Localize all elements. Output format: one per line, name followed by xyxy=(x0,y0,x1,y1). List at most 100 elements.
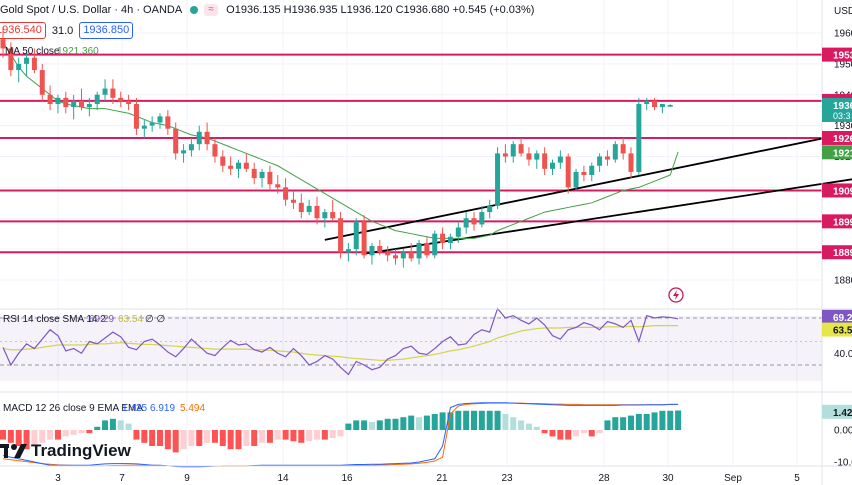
macd-hist-bar-58 xyxy=(455,410,462,430)
macd-hist-bar-54 xyxy=(423,415,430,430)
candle-body-80 xyxy=(628,153,634,172)
macd-hist-bar-25 xyxy=(196,430,203,446)
candle-body-36 xyxy=(283,187,289,200)
price-tag-countdown: 03:3 xyxy=(833,111,851,121)
candle-body-44 xyxy=(345,249,351,253)
macd-hist-bar-74 xyxy=(580,430,587,434)
level-tag-bg-1953 xyxy=(822,47,852,62)
candle-body-71 xyxy=(557,156,563,163)
tradingview-logo[interactable]: TradingView xyxy=(0,438,131,464)
macd-hist-bar-77 xyxy=(604,420,611,430)
candle-body-69 xyxy=(542,153,548,169)
macd-hist-bar-4 xyxy=(31,430,38,446)
candle-body-2 xyxy=(16,63,22,71)
macd-legend-title[interactable]: MACD 12 26 close 9 EMA EMA xyxy=(3,403,143,414)
macd-hist-bar-78 xyxy=(612,417,619,430)
sell-button[interactable]: 1936.540 xyxy=(0,22,46,39)
macd-hist-bar-37 xyxy=(290,430,297,442)
candle-body-65 xyxy=(510,144,516,157)
macd-hist-bar-56 xyxy=(439,412,446,430)
symbol-title[interactable]: Gold Spot / U.S. Dollar · 4h · OANDA xyxy=(0,4,183,16)
macd-hist-bar-39 xyxy=(306,430,313,442)
currency-label[interactable]: USD xyxy=(834,6,852,17)
sma-line xyxy=(2,41,679,239)
level-tag-1953: 1953 xyxy=(833,51,852,62)
candle-body-72 xyxy=(565,156,571,188)
candle-body-37 xyxy=(290,199,296,203)
candle-body-58 xyxy=(455,227,461,237)
time-tick-2: 9 xyxy=(184,473,190,484)
rsi-bands xyxy=(0,317,822,366)
rsi-legend-value: 69.29 xyxy=(89,314,114,325)
price-tag-1: 1921 xyxy=(833,148,852,159)
macd-pane xyxy=(0,402,682,468)
macd-hist-bar-22 xyxy=(172,430,179,453)
candle-body-25 xyxy=(196,131,202,145)
rsi-tag-bg-0 xyxy=(822,309,852,324)
macd-hist-bar-52 xyxy=(408,415,415,430)
macd-hist-bar-63 xyxy=(494,410,501,430)
candle-body-43 xyxy=(338,218,344,253)
macd-hist-bar-3 xyxy=(23,430,30,450)
macd-hist-bar-15 xyxy=(117,420,124,430)
candle-body-66 xyxy=(518,144,524,154)
symbol-header: Gold Spot / U.S. Dollar · 4h · OANDA ≈ O… xyxy=(0,0,534,20)
time-tick-3: 14 xyxy=(277,473,289,484)
macd-hist-bar-2 xyxy=(15,430,22,446)
macd-hist-bar-14 xyxy=(109,418,116,430)
macd-hist-bar-12 xyxy=(94,426,101,430)
sma-legend-title[interactable]: MA 50 close xyxy=(5,46,60,57)
macd-hist-bar-72 xyxy=(565,430,572,440)
macd-hist-bar-59 xyxy=(463,410,470,430)
channel-upper-line xyxy=(324,131,852,241)
channel-lower-line xyxy=(363,178,852,255)
macd-hist-bar-64 xyxy=(502,414,509,430)
time-tick-6: 23 xyxy=(501,473,513,484)
macd-hist-bar-20 xyxy=(157,430,163,446)
sma-legend-value: 1921.360 xyxy=(57,46,99,57)
buy-button[interactable]: 1936.850 xyxy=(79,22,134,39)
candle-body-38 xyxy=(298,202,304,213)
candle-body-15 xyxy=(118,97,124,101)
macd-hist-bar-67 xyxy=(525,423,532,430)
candle-body-8 xyxy=(63,97,69,108)
macd-hist-bar-66 xyxy=(518,420,525,430)
candle-body-62 xyxy=(487,205,493,213)
candle-body-77 xyxy=(604,156,610,160)
bars-icon[interactable]: ≈ xyxy=(204,4,219,16)
candle-body-79 xyxy=(620,144,626,154)
macd-hist-bar-24 xyxy=(188,430,195,446)
macd-hist-bar-31 xyxy=(243,430,250,446)
level-tag-bg-1909 xyxy=(822,183,852,198)
candle-body-3 xyxy=(24,57,30,64)
macd-hist-bar-84 xyxy=(659,410,666,430)
time-tick-0: 3 xyxy=(55,473,61,484)
time-axis[interactable]: 3 7 9 14 16 21 23 28 30 Sep 5 xyxy=(0,465,852,484)
alert-icon[interactable] xyxy=(668,287,684,303)
macd-hist-bar-44 xyxy=(345,423,352,430)
macd-hist-bar-45 xyxy=(353,420,360,430)
macd-hist-bar-41 xyxy=(321,430,328,440)
macd-legend-signal: 5.494 xyxy=(180,403,205,414)
candle-body-68 xyxy=(534,153,540,160)
candle-body-84 xyxy=(659,104,665,108)
macd-hist-bar-21 xyxy=(164,430,171,450)
candle-body-20 xyxy=(157,116,163,123)
candle-body-10 xyxy=(79,100,84,108)
macd-legend-macd: 6.919 xyxy=(150,403,175,414)
macd-hist-bar-82 xyxy=(643,414,650,430)
macd-hist-bar-48 xyxy=(376,420,383,430)
macd-hist-bar-30 xyxy=(235,430,242,450)
candle-body-76 xyxy=(597,156,603,166)
rsi-legend-title[interactable]: RSI 14 close SMA 14 2 xyxy=(3,314,106,325)
macd-hist-bar-13 xyxy=(102,420,109,430)
macd-hist-bar-60 xyxy=(471,410,477,430)
candle-body-40 xyxy=(314,205,320,219)
time-tick-9: Sep xyxy=(724,473,742,484)
time-tick-1: 7 xyxy=(119,473,125,484)
macd-hist-bar-75 xyxy=(588,430,595,437)
sma-50-line xyxy=(2,41,679,239)
candle-body-39 xyxy=(306,205,312,213)
rsi-tag-0: 69.2 xyxy=(833,313,852,324)
